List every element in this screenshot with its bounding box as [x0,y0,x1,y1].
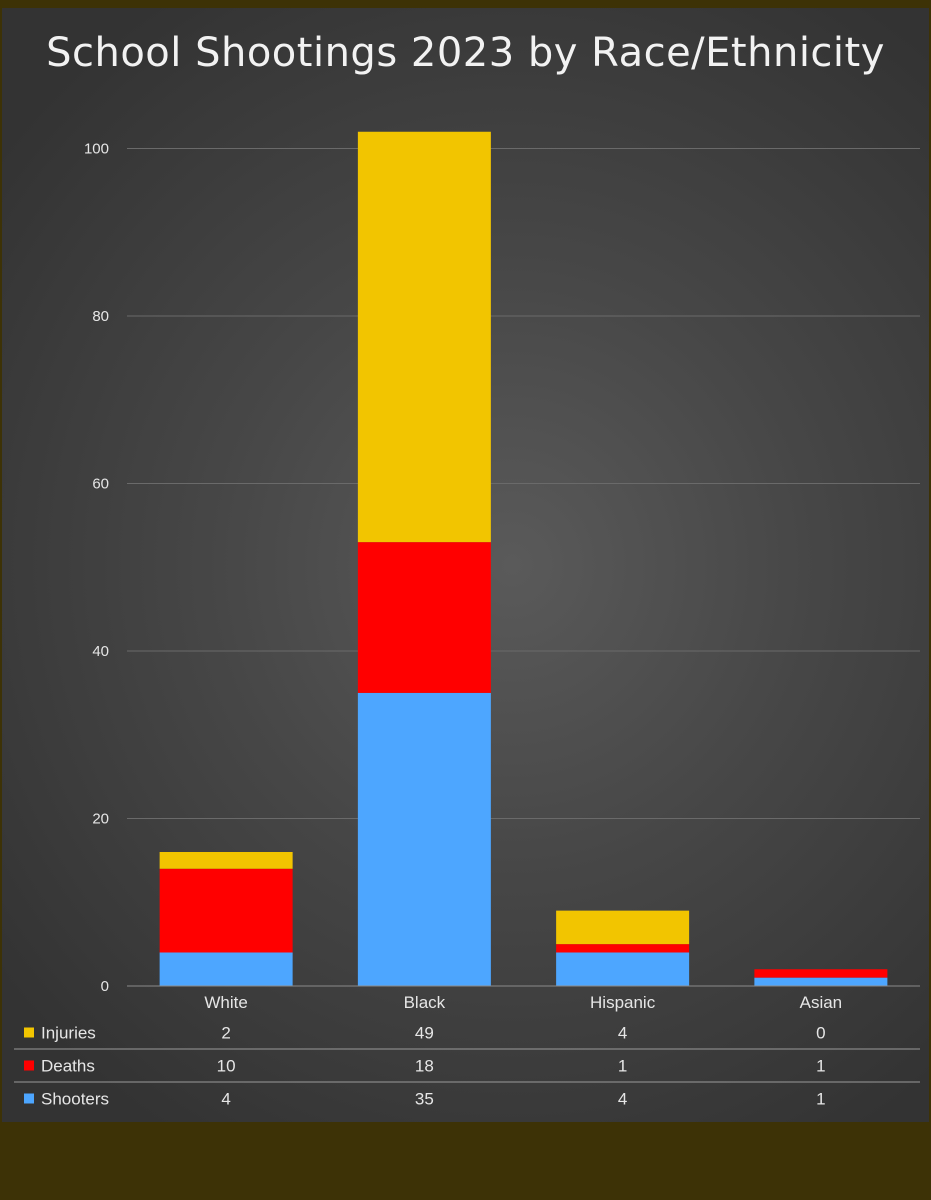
data-table-value: 18 [415,1057,434,1076]
bar-asian-shooters [754,977,888,986]
chart-area: School Shootings 2023 by Race/Ethnicity … [2,8,929,1122]
y-tick-label: 100 [84,141,109,158]
data-table-value: 49 [415,1024,434,1043]
bar-black-shooters [357,692,491,986]
y-tick-label: 60 [92,476,109,493]
data-table-value: 0 [816,1024,825,1043]
bar-hispanic-injuries [556,910,690,945]
data-table-value: 10 [217,1057,236,1076]
bar-hispanic-deaths [556,944,690,953]
data-table-value: 2 [221,1024,230,1043]
data-table-value: 1 [816,1057,825,1076]
legend-key-deaths [24,1060,34,1071]
data-table-value: 4 [618,1090,627,1109]
bar-white-injuries [159,852,293,869]
legend-entry-shooters: Shooters [41,1090,109,1109]
data-table-value: 4 [618,1024,627,1043]
legend-key-shooters [24,1093,34,1104]
x-tick-label: Black [404,993,446,1012]
bar-hispanic-shooters [556,952,690,986]
chart-title: School Shootings 2023 by Race/Ethnicity [46,30,885,76]
legend-entry-injuries: Injuries [41,1024,96,1043]
x-tick-label: Asian [800,993,843,1012]
y-tick-label: 0 [101,978,109,995]
bar-white-shooters [159,952,293,986]
data-table-value: 1 [618,1057,627,1076]
y-tick-label: 40 [92,643,109,660]
x-tick-label: White [204,993,247,1012]
bar-black-deaths [357,542,491,693]
bar-white-deaths [159,868,293,953]
bar-asian-deaths [754,969,888,978]
data-table-value: 35 [415,1090,434,1109]
x-tick-label: Hispanic [590,993,656,1012]
data-table-value: 4 [221,1090,230,1109]
y-tick-label: 20 [92,811,109,828]
data-table-value: 1 [816,1090,825,1109]
legend-key-injuries [24,1027,34,1038]
bar-black-injuries [357,131,491,543]
legend-entry-deaths: Deaths [41,1057,95,1076]
y-tick-label: 80 [92,308,109,325]
